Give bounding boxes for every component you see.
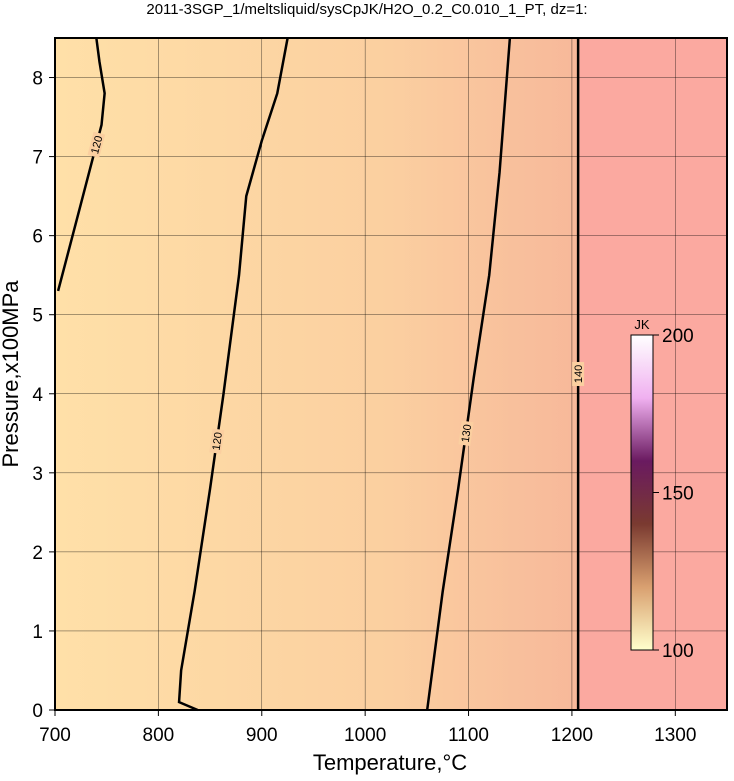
contour-label-group: 140: [572, 362, 585, 386]
y-tick-label: 2: [32, 543, 43, 564]
contour-label: 120: [211, 431, 225, 451]
y-tick-label: 4: [32, 385, 43, 406]
chart-title: 2011-3SGP_1/meltsliquid/sysCpJK/H2O_0.2_…: [146, 1, 587, 18]
x-tick-label: 800: [143, 725, 175, 746]
y-tick-label: 3: [32, 464, 43, 485]
contour-label-bg: [458, 420, 474, 447]
y-tick-label: 8: [32, 69, 43, 90]
contour-label-bg: [87, 131, 106, 158]
colorbar-label: JK: [634, 317, 650, 332]
x-tick-label: 700: [39, 725, 71, 746]
contour-label-bg: [572, 362, 585, 386]
plot-area: [55, 38, 727, 710]
x-tick-label: 1000: [344, 725, 386, 746]
contour-label: 120: [89, 135, 105, 156]
contour-line: [425, 37, 512, 711]
x-axis-label: Temperature,°C: [313, 750, 467, 775]
colorbar-tick-label: 150: [662, 484, 694, 505]
x-tick-label: 900: [246, 725, 278, 746]
x-tick-label: 1300: [654, 725, 696, 746]
y-tick-label: 0: [32, 701, 43, 722]
contour-label: 140: [573, 365, 585, 383]
contour-label-group: 120: [209, 428, 225, 454]
contour-label-group: 120: [87, 131, 106, 158]
y-tick-label: 5: [32, 306, 43, 327]
x-tick-label: 1200: [551, 725, 593, 746]
y-tick-label: 7: [32, 148, 43, 169]
contour-label: 130: [460, 424, 474, 444]
y-tick-label: 6: [32, 227, 43, 248]
x-tick-label: 1100: [448, 725, 489, 746]
y-tick-label: 1: [32, 622, 43, 643]
y-axis-label: Pressure,x100MPa: [0, 280, 23, 468]
colorbar-tick-label: 100: [662, 641, 694, 662]
colorbar: [630, 334, 654, 651]
contour-label-bg: [209, 428, 225, 454]
plot-frame: [54, 37, 728, 711]
colorbar-tick-label: 200: [662, 326, 694, 347]
contour-label-group: 130: [458, 420, 474, 447]
contour-line: [177, 37, 289, 712]
